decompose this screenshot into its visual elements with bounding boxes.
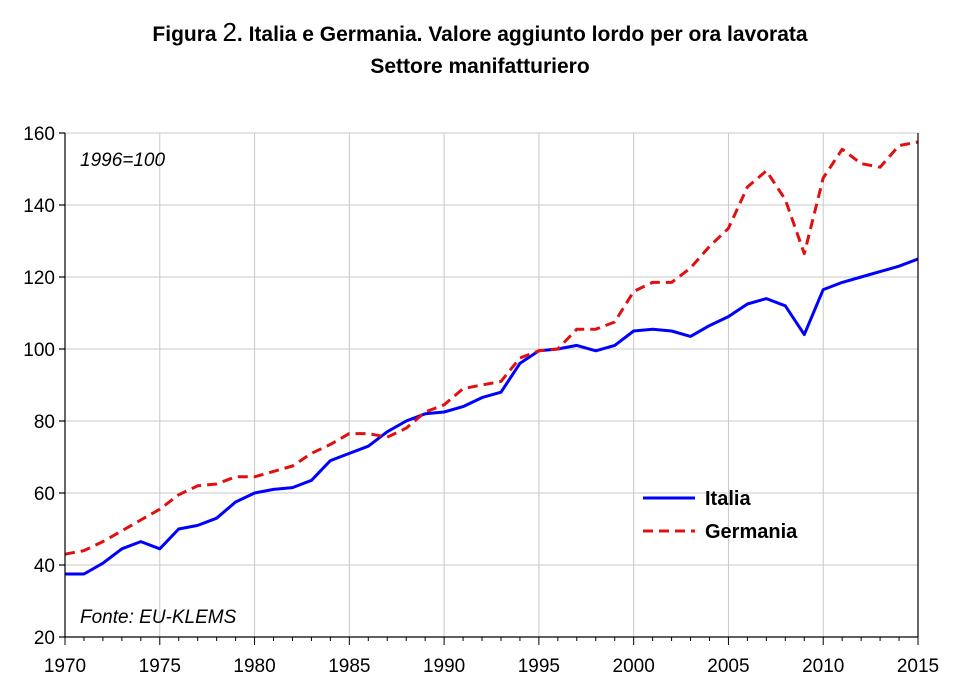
x-tick-label-1990: 1990 xyxy=(423,656,465,677)
y-tick-label-20: 20 xyxy=(34,628,55,649)
x-tick-label-1975: 1975 xyxy=(139,656,181,677)
x-tick-label-2005: 2005 xyxy=(707,656,749,677)
x-tick-label-2010: 2010 xyxy=(802,656,844,677)
tick-labels: 20 40 60 80 100 120 140 160 1970 1975 1980 1985 1990… xyxy=(23,124,939,677)
y-tick-label-60: 60 xyxy=(34,484,55,505)
x-tick-label-1985: 1985 xyxy=(328,656,370,677)
chart-title-prefix: Figura xyxy=(152,23,217,46)
x-tick-label-2015: 2015 xyxy=(897,656,939,677)
legend-label-germania: Germania xyxy=(705,521,798,543)
axes xyxy=(59,132,919,645)
chart-title-text: . Italia e Germania. Valore aggiunto lor… xyxy=(236,23,808,46)
y-tick-label-140: 140 xyxy=(23,196,55,217)
chart-title: Figura 2. Italia e Germania. Valore aggi… xyxy=(0,17,960,48)
series-line-germania xyxy=(64,140,919,556)
legend: Italia Germania xyxy=(643,488,798,543)
series-layer xyxy=(64,140,919,576)
chart-title-number: 2 xyxy=(222,17,237,47)
series-line-italia xyxy=(65,257,919,576)
x-tick-label-2000: 2000 xyxy=(613,656,655,677)
index-note: 1996=100 xyxy=(80,150,165,171)
y-tick-label-100: 100 xyxy=(23,340,55,361)
y-tick-label-160: 160 xyxy=(23,124,55,145)
chart-subtitle: Settore manifatturiero xyxy=(370,55,590,78)
x-tick-label-1980: 1980 xyxy=(233,656,275,677)
x-tick-label-1970: 1970 xyxy=(44,656,86,677)
y-tick-label-40: 40 xyxy=(34,556,55,577)
x-tick-label-1995: 1995 xyxy=(518,656,560,677)
source-note: Fonte: EU-KLEMS xyxy=(80,607,237,628)
y-tick-label-120: 120 xyxy=(23,268,55,289)
y-tick-label-80: 80 xyxy=(34,412,55,433)
legend-label-italia: Italia xyxy=(705,488,751,510)
